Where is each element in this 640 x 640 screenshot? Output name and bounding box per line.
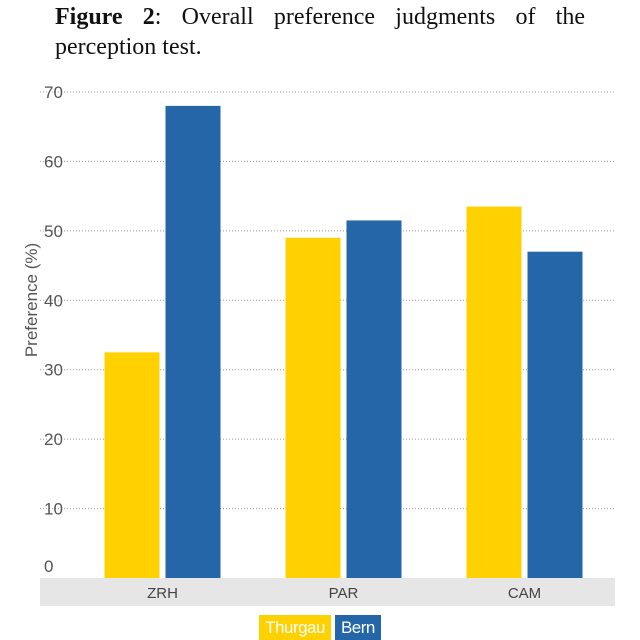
x-tick-label: PAR [329, 585, 359, 602]
bar-par-thurgau [285, 237, 341, 579]
y-tick-label: 40 [44, 291, 63, 310]
bar-par-bern [346, 220, 402, 578]
bar-cam-bern [527, 251, 583, 578]
x-tick-label: CAM [508, 585, 541, 602]
bar-cam-thurgau [466, 206, 522, 579]
legend-item-bern: Bern [334, 615, 381, 640]
bar-chart: 0 10 20 30 40 50 60 70 ZRH PAR CAM Preference (%) [22, 83, 615, 606]
bar-zrh-bern [165, 105, 221, 578]
y-tick-label: 50 [44, 222, 63, 241]
caption-text: : Overall preference judgments of the pe… [55, 4, 585, 60]
y-tick-label: 70 [44, 83, 63, 102]
y-tick-label: 10 [44, 500, 63, 519]
bars [104, 105, 583, 579]
y-tick-label: 20 [44, 430, 63, 449]
y-tick-label: 0 [44, 557, 53, 576]
x-axis-band [40, 578, 615, 606]
y-axis-label: Preference (%) [22, 243, 41, 357]
legend-item-thurgau: Thurgau [259, 615, 331, 640]
y-tick-label: 60 [44, 152, 63, 171]
x-tick-labels: ZRH PAR CAM [147, 585, 541, 602]
bar-zrh-thurgau [104, 352, 160, 578]
y-tick-labels: 0 10 20 30 40 50 60 70 [44, 83, 63, 576]
figure-label: Figure 2 [55, 4, 155, 30]
legend: Thurgau Bern [0, 615, 640, 640]
y-tick-label: 30 [44, 361, 63, 380]
x-tick-label: ZRH [147, 585, 178, 602]
figure-caption: Figure 2: Overall preference judgments o… [55, 2, 585, 62]
